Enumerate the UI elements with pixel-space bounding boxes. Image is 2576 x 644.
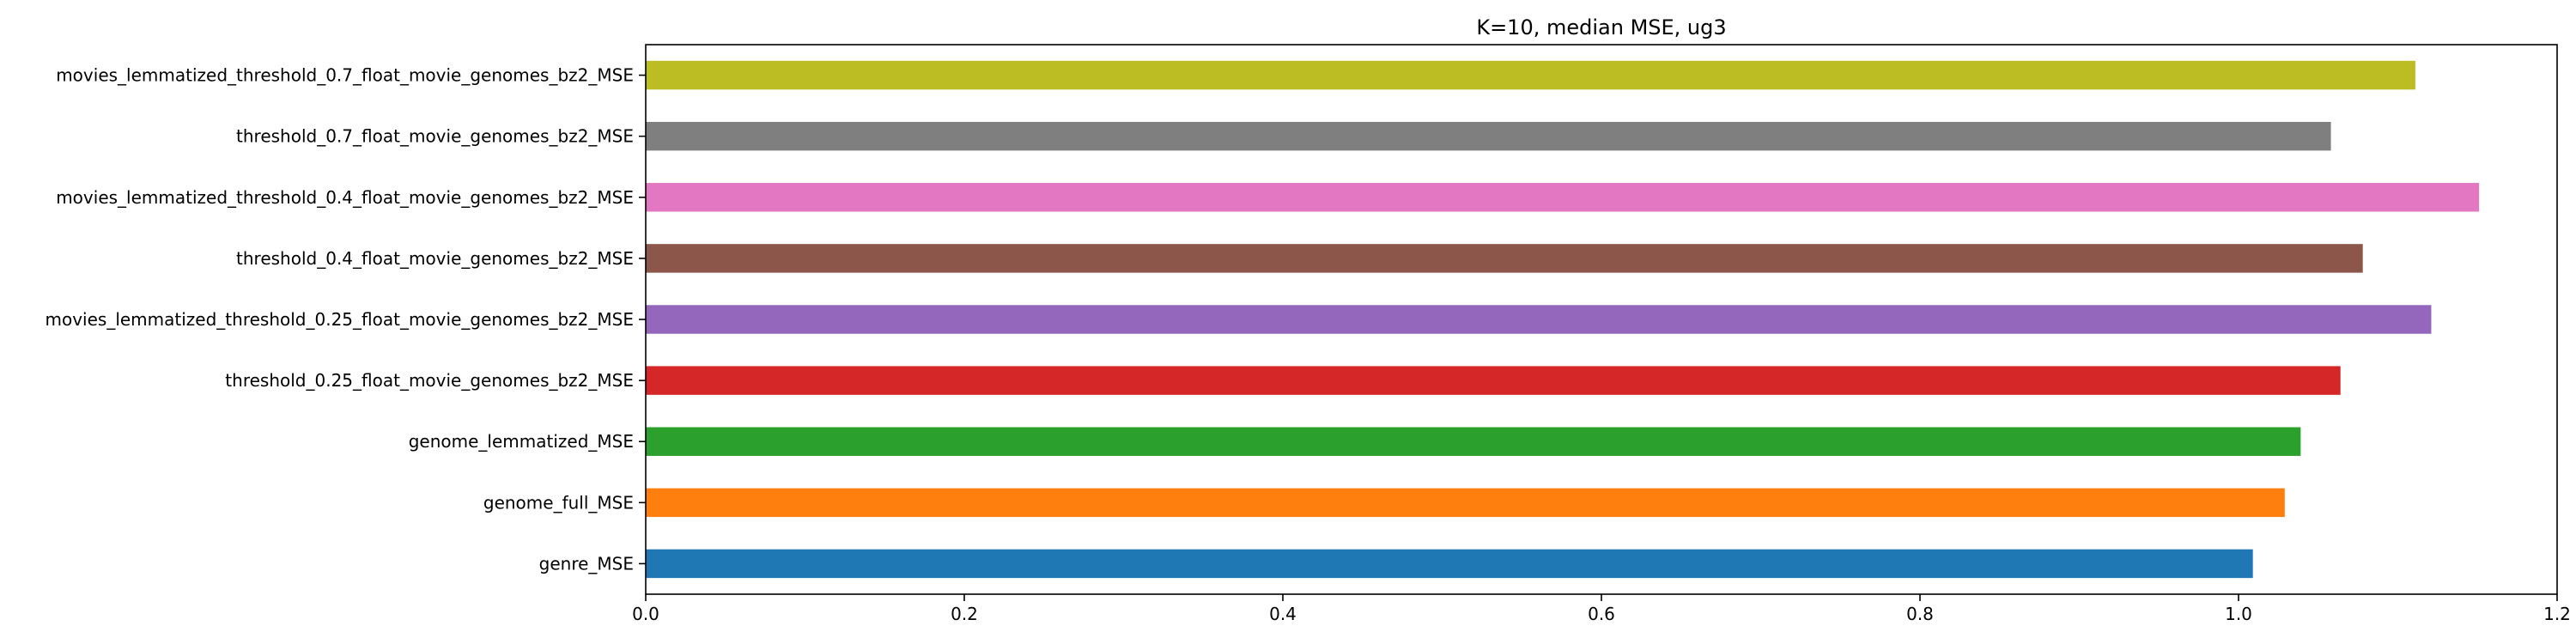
bars-layer [646, 60, 2480, 579]
y-tick-label: genome_lemmatized_MSE [409, 431, 634, 452]
y-tick-label: movies_lemmatized_threshold_0.25_float_m… [45, 309, 634, 330]
x-axis-ticks: 0.0 0.2 0.4 0.6 0.8 1.0 1.2 [632, 594, 2571, 624]
chart-title: K=10, median MSE, ug3 [1476, 15, 1726, 39]
y-tick-label: genre_MSE [539, 553, 634, 574]
bar-genome_lemmatized_MSE [646, 427, 2301, 456]
x-tick-label: 1.0 [2225, 604, 2252, 624]
bar-movies_lemmatized_threshold_0.25_float_movie_genomes_bz2_MSE [646, 305, 2432, 334]
bar-genome_full_MSE [646, 488, 2285, 518]
y-axis-ticks: genre_MSE genome_full_MSE genome_lemmatize… [45, 65, 646, 574]
y-tick-label: threshold_0.4_float_movie_genomes_bz2_MS… [236, 248, 634, 269]
y-tick-label: movies_lemmatized_threshold_0.4_float_mo… [56, 187, 634, 208]
bar-threshold_0.25_float_movie_genomes_bz2_MSE [646, 366, 2341, 395]
y-tick-label: threshold_0.7_float_movie_genomes_bz2_MS… [236, 126, 634, 147]
x-tick-label: 0.0 [632, 604, 659, 624]
x-tick-label: 0.2 [951, 604, 978, 624]
bar-genre_MSE [646, 549, 2253, 579]
x-tick-label: 0.6 [1588, 604, 1615, 624]
bar-movies_lemmatized_threshold_0.4_float_movie_genomes_bz2_MSE [646, 183, 2480, 212]
y-tick-label: threshold_0.25_float_movie_genomes_bz2_M… [225, 370, 634, 391]
bar-movies_lemmatized_threshold_0.7_float_movie_genomes_bz2_MSE [646, 60, 2415, 90]
y-tick-label: movies_lemmatized_threshold_0.7_float_mo… [56, 65, 634, 86]
bar-threshold_0.4_float_movie_genomes_bz2_MSE [646, 244, 2363, 273]
bar-threshold_0.7_float_movie_genomes_bz2_MSE [646, 121, 2331, 151]
x-tick-label: 0.8 [1906, 604, 1934, 624]
x-tick-label: 1.2 [2543, 604, 2571, 624]
x-tick-label: 0.4 [1269, 604, 1297, 624]
y-tick-label: genome_full_MSE [483, 492, 634, 513]
plot-frame [645, 44, 2558, 595]
